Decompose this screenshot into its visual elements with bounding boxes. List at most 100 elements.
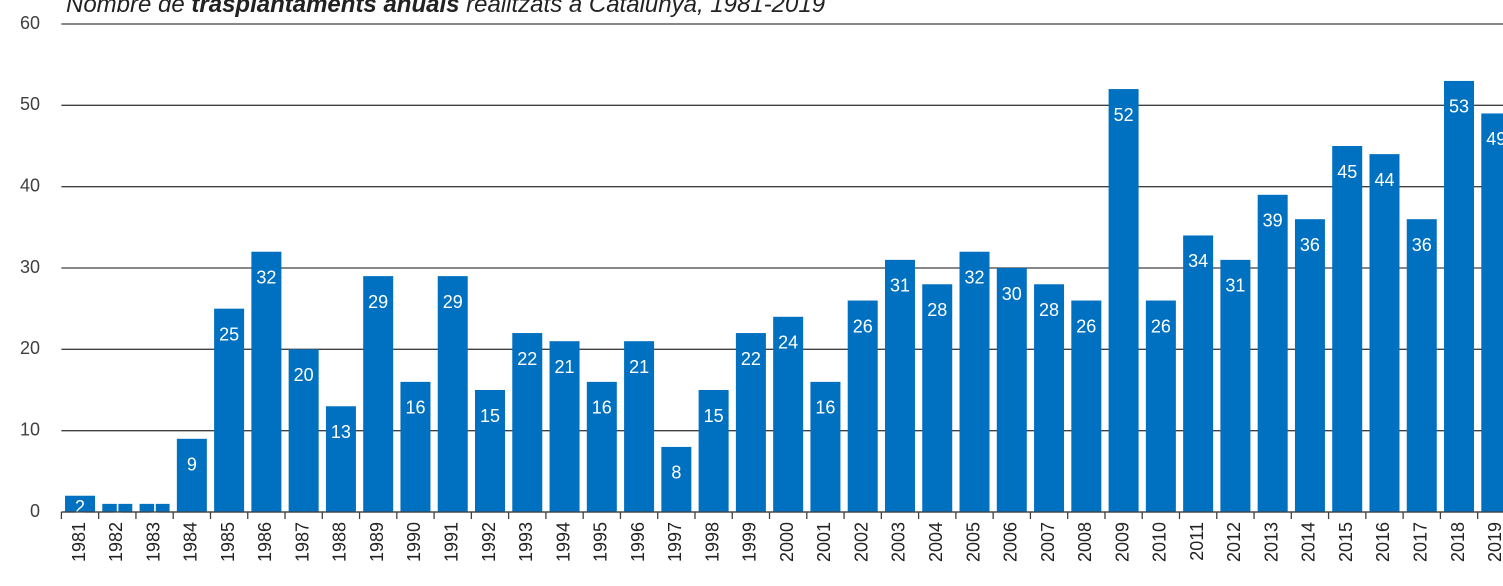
value-label: 24 [778,333,798,353]
bar [437,276,468,512]
bar [65,495,96,512]
y-tick-label: 30 [20,257,40,277]
value-label: 26 [1151,316,1171,336]
x-tick-label: 2011 [1187,522,1207,561]
bar [251,251,282,512]
bar [1406,219,1437,512]
x-tick-label: 1988 [330,522,350,562]
bar [1294,219,1325,512]
value-label: 28 [1039,300,1059,320]
x-tick-label: 1982 [106,522,126,562]
x-tick-label: 2000 [777,522,797,562]
x-tick-label: 1991 [441,522,461,562]
value-label: 2 [75,497,85,517]
y-tick-label: 50 [20,94,40,114]
x-tick-label: 1985 [218,522,238,562]
x-tick-label: 2019 [1485,522,1503,562]
bar [1108,89,1139,513]
bar [400,381,431,512]
y-tick-label: 60 [20,13,40,33]
value-label: 22 [517,349,537,369]
value-label: 45 [1337,162,1357,182]
value-label: 15 [480,406,500,426]
x-tick-label: 1990 [404,522,424,562]
x-tick-label: 2015 [1336,522,1356,562]
value-label: 26 [853,316,873,336]
x-tick-label: 1987 [292,522,312,562]
bar [1071,300,1102,512]
x-tick-label: 2005 [963,522,983,562]
x-tick-label: 2008 [1075,522,1095,562]
value-label: 1 [112,497,122,517]
bar [1145,300,1176,512]
bar [959,251,990,512]
x-tick-label: 1992 [479,522,499,562]
x-tick-label: 1994 [553,522,573,562]
value-label: 32 [964,267,984,287]
x-tick-label: 2010 [1150,522,1170,562]
bar [102,503,133,512]
value-label: 31 [890,276,910,296]
value-label: 9 [187,455,197,475]
value-label: 49 [1486,129,1503,149]
x-tick-label: 1998 [702,522,722,562]
x-tick-label: 1984 [181,522,201,562]
x-tick-label: 2007 [1038,522,1058,562]
y-tick-label: 20 [20,338,40,358]
value-label: 30 [1002,284,1022,304]
y-tick-label: 40 [20,175,40,195]
value-label: 1 [150,497,160,517]
bar [1444,80,1475,512]
bar [1369,154,1400,512]
bar [996,268,1027,512]
x-tick-label: 1993 [516,522,536,562]
value-label: 16 [405,398,425,418]
title-part: trasplantaments anuals [191,0,459,18]
value-label: 29 [368,292,388,312]
x-tick-label: 2002 [851,522,871,562]
bar [810,381,841,512]
value-label: 34 [1188,251,1208,271]
bar [884,259,915,512]
value-label: 25 [219,324,239,344]
x-tick-label: 1989 [367,522,387,562]
bar [922,284,953,512]
value-label: 26 [1076,316,1096,336]
x-tick-label: 2001 [814,522,834,562]
bar [1257,194,1288,513]
bar [512,333,543,512]
value-label: 13 [331,422,351,442]
x-tick-label: 2018 [1448,522,1468,562]
x-tick-label: 2013 [1261,522,1281,562]
value-label: 16 [815,398,835,418]
bar [1332,146,1363,512]
value-label: 36 [1412,235,1432,255]
x-tick-label: 1997 [665,522,685,562]
bar [624,341,655,512]
value-label: 22 [741,349,761,369]
x-tick-label: 1999 [740,522,760,562]
x-tick-label: 2003 [889,522,909,562]
bar [847,300,878,512]
value-label: 53 [1449,97,1469,117]
value-label: 52 [1114,105,1134,125]
value-label: 28 [927,300,947,320]
x-tick-label: 1995 [591,522,611,562]
value-label: 44 [1374,170,1394,190]
bar [549,341,580,512]
bar [176,438,207,512]
bar [288,349,319,512]
bar [325,406,356,512]
y-tick-label: 10 [20,419,40,439]
value-label: 15 [704,406,724,426]
bar [1481,113,1503,512]
bar [586,381,617,512]
x-tick-label: 1983 [143,522,163,562]
bar [214,308,245,512]
y-tick-label: 0 [30,501,40,521]
x-tick-label: 2017 [1411,522,1431,562]
value-label: 29 [443,292,463,312]
bar [735,333,766,512]
